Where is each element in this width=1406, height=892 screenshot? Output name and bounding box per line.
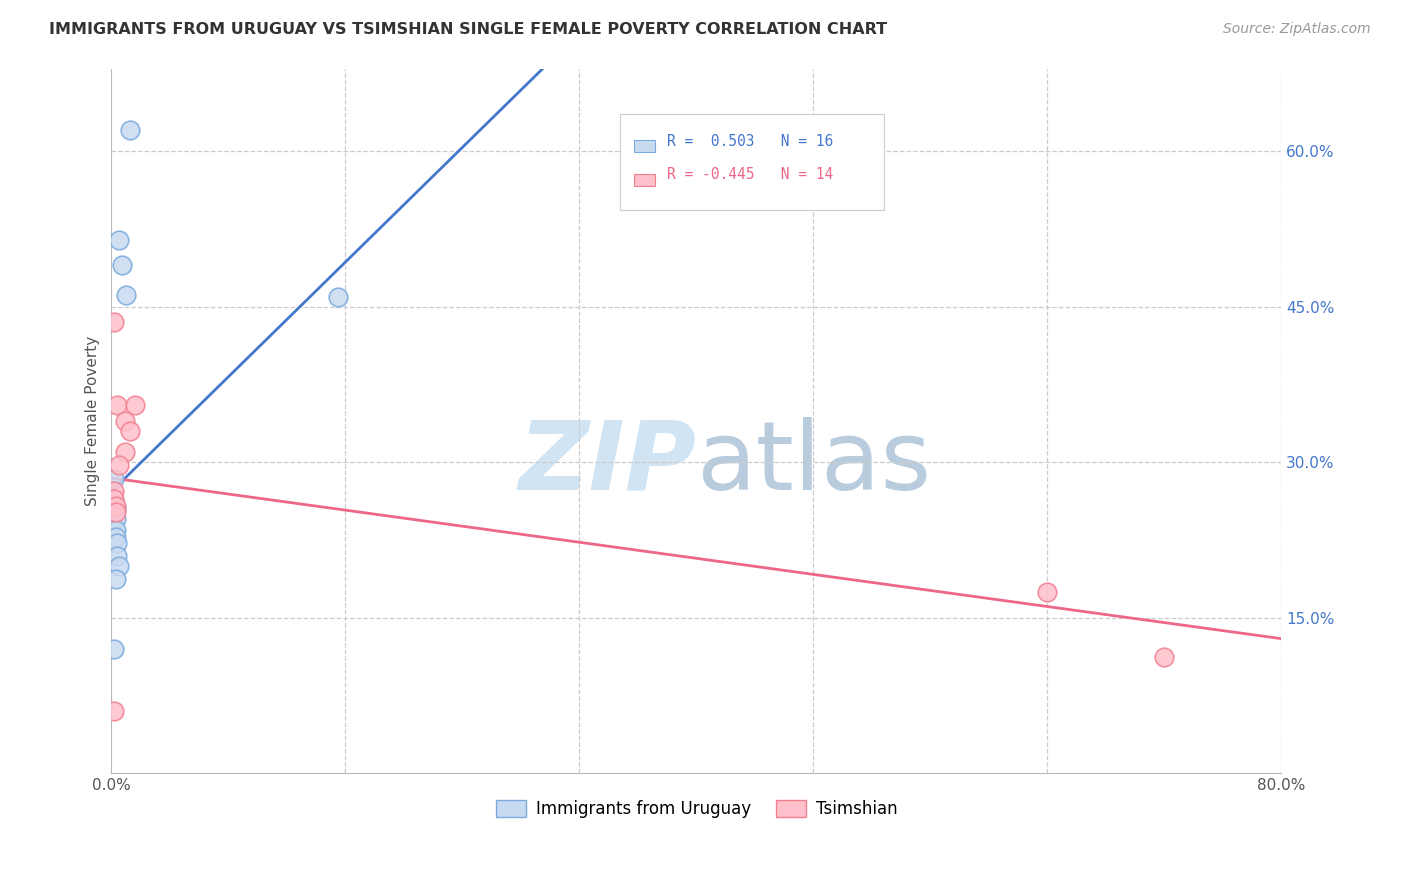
- Text: R =  0.503   N = 16: R = 0.503 N = 16: [668, 134, 834, 149]
- Y-axis label: Single Female Poverty: Single Female Poverty: [86, 336, 100, 506]
- Point: [103, 316, 125, 330]
- Point: [1153, 650, 1175, 665]
- Point: [107, 233, 129, 247]
- Point: [103, 704, 125, 718]
- Text: IMMIGRANTS FROM URUGUAY VS TSIMSHIAN SINGLE FEMALE POVERTY CORRELATION CHART: IMMIGRANTS FROM URUGUAY VS TSIMSHIAN SIN…: [49, 22, 887, 37]
- Text: Source: ZipAtlas.com: Source: ZipAtlas.com: [1223, 22, 1371, 37]
- Point: [120, 425, 142, 439]
- Point: [105, 549, 128, 563]
- Text: R = -0.445   N = 14: R = -0.445 N = 14: [668, 168, 834, 183]
- Point: [104, 530, 127, 544]
- Point: [103, 472, 125, 486]
- Point: [107, 458, 129, 472]
- Point: [114, 445, 136, 459]
- Bar: [634, 140, 655, 153]
- Point: [103, 493, 125, 508]
- Point: [1036, 585, 1059, 599]
- Text: atlas: atlas: [696, 417, 932, 509]
- Point: [124, 399, 146, 413]
- Point: [104, 502, 127, 516]
- Text: ZIP: ZIP: [519, 417, 696, 509]
- Point: [105, 536, 128, 550]
- Point: [104, 505, 127, 519]
- Point: [105, 399, 128, 413]
- Point: [326, 289, 349, 303]
- Point: [114, 414, 136, 428]
- Point: [104, 572, 127, 586]
- Point: [111, 259, 134, 273]
- Point: [120, 122, 142, 136]
- Point: [115, 287, 138, 301]
- Bar: [634, 174, 655, 186]
- Legend: Immigrants from Uruguay, Tsimshian: Immigrants from Uruguay, Tsimshian: [489, 794, 904, 825]
- Point: [104, 523, 127, 537]
- Point: [107, 559, 129, 574]
- FancyBboxPatch shape: [620, 114, 883, 210]
- Point: [103, 491, 125, 506]
- Point: [104, 499, 127, 513]
- Point: [103, 484, 125, 499]
- Point: [104, 512, 127, 526]
- Point: [103, 642, 125, 657]
